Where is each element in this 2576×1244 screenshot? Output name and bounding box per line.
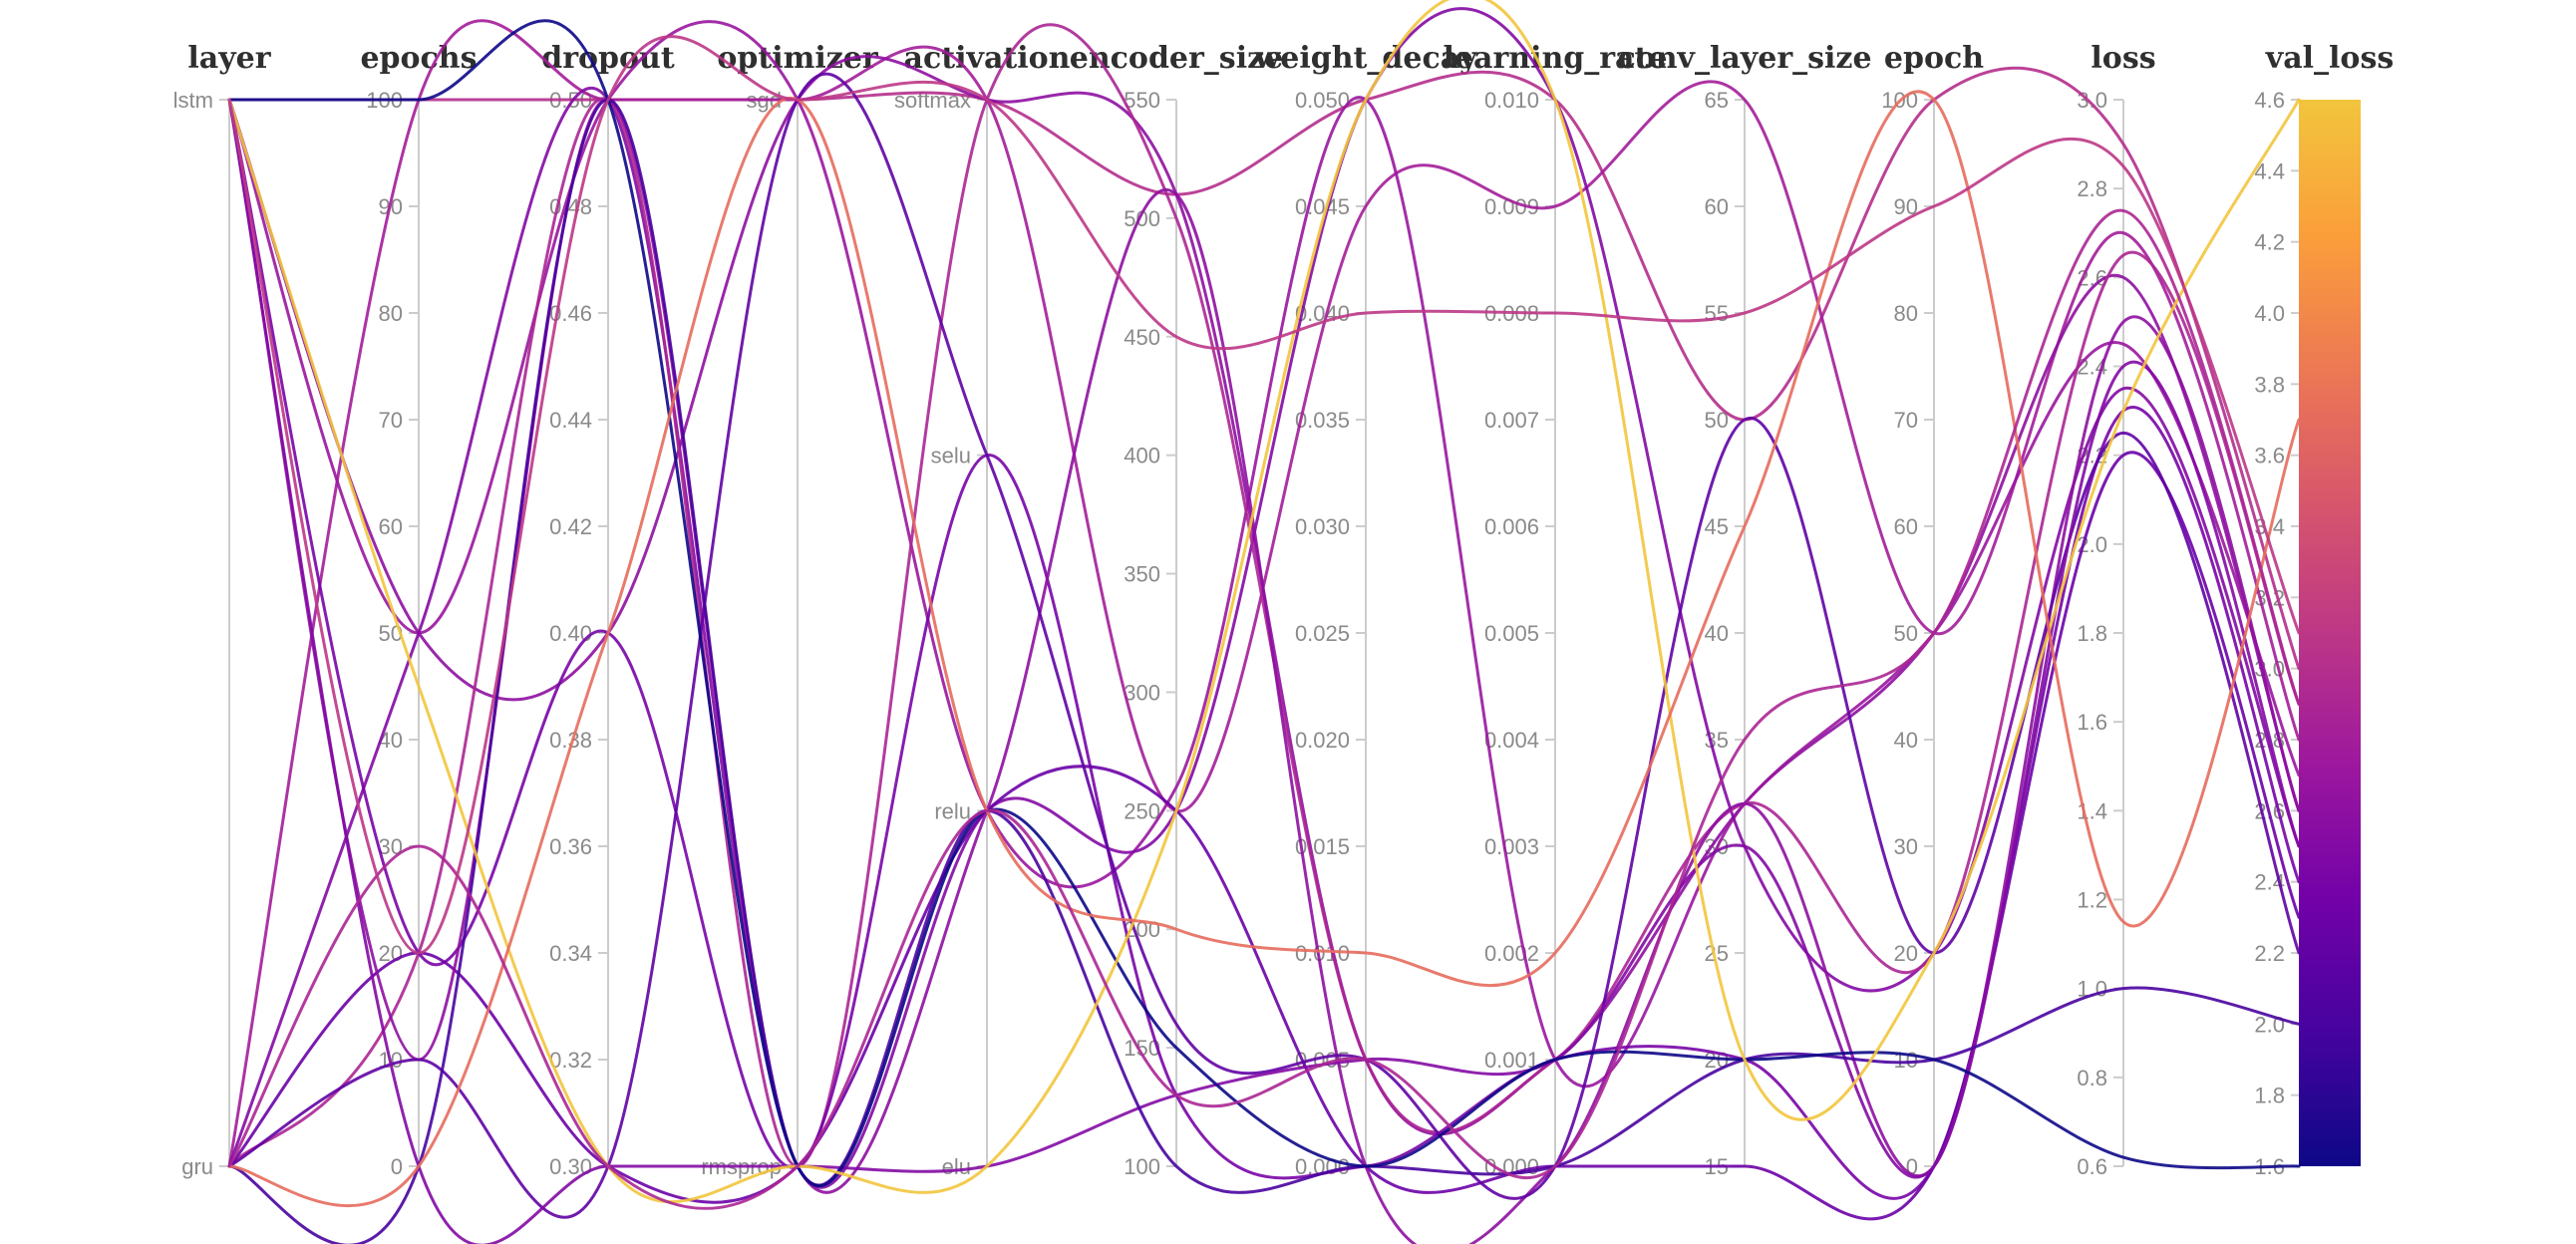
tick-label: 55 xyxy=(1705,301,1729,326)
axis-title-epoch[interactable]: epoch xyxy=(1884,41,1984,76)
tick-label: 0.30 xyxy=(549,1154,592,1179)
tick-label: elu xyxy=(942,1154,971,1179)
tick-label: 20 xyxy=(1894,941,1918,966)
tick-label: 2.8 xyxy=(2077,176,2107,201)
tick-label: 350 xyxy=(1124,562,1160,587)
axis-title-epochs[interactable]: epochs xyxy=(360,41,477,76)
tick-label: gru xyxy=(181,1154,213,1179)
tick-label: 1.6 xyxy=(2077,710,2107,735)
run-line[interactable] xyxy=(227,208,2301,1210)
axis-title-weight_decay[interactable]: weight_decay xyxy=(1253,41,1478,76)
tick-label: 0.007 xyxy=(1484,408,1539,433)
tick-label: 300 xyxy=(1124,680,1160,705)
tick-label: 100 xyxy=(1124,1154,1160,1179)
tick-label: 0.020 xyxy=(1295,728,1350,753)
tick-label: 0.40 xyxy=(549,621,592,646)
run-line[interactable] xyxy=(227,20,2301,1088)
tick-label: 0.005 xyxy=(1484,621,1539,646)
tick-label: 0.010 xyxy=(1295,941,1350,966)
tick-label: 65 xyxy=(1705,88,1729,113)
run-line[interactable] xyxy=(227,35,2301,955)
axis-encoder_size: encoder_size5505004504003503002502001501… xyxy=(1070,41,1283,1179)
tick-label: 0.6 xyxy=(2077,1154,2107,1179)
tick-label: 0.32 xyxy=(549,1048,592,1073)
axis-weight_decay: weight_decay0.0500.0450.0400.0350.0300.0… xyxy=(1253,41,1478,1179)
tick-label: 0.025 xyxy=(1295,621,1350,646)
axis-title-layer[interactable]: layer xyxy=(187,41,271,76)
run-line[interactable] xyxy=(227,19,2301,1168)
tick-label: 450 xyxy=(1124,325,1160,350)
tick-label: selu xyxy=(931,444,971,468)
axis-learning_rate: learning_rate0.0100.0090.0080.0070.0060.… xyxy=(1444,41,1668,1179)
tick-label: 0.010 xyxy=(1484,88,1539,113)
tick-label: 0.8 xyxy=(2077,1066,2107,1090)
tick-label: 60 xyxy=(379,514,403,539)
tick-label: 0.42 xyxy=(549,514,592,539)
tick-label: 0.002 xyxy=(1484,941,1539,966)
tick-label: 500 xyxy=(1124,206,1160,231)
axis-title-conv_layer_size[interactable]: conv_layer_size xyxy=(1617,41,1871,76)
runs-layer xyxy=(227,0,2301,1244)
run-line[interactable] xyxy=(227,19,2301,1188)
tick-label: 80 xyxy=(1894,301,1918,326)
tick-label: 70 xyxy=(379,408,403,433)
tick-label: 3.0 xyxy=(2077,88,2107,113)
tick-label: 80 xyxy=(379,301,403,326)
tick-label: 50 xyxy=(1894,621,1918,646)
tick-label: 45 xyxy=(1705,514,1729,539)
tick-label: 3.6 xyxy=(2254,444,2285,468)
run-line[interactable] xyxy=(227,23,2301,1168)
tick-label: 0.44 xyxy=(549,408,592,433)
colorbar-gradient xyxy=(2299,100,2361,1166)
axis-title-val-loss: val_loss xyxy=(2265,41,2394,76)
tick-label: 0.030 xyxy=(1295,514,1350,539)
tick-label: 0.006 xyxy=(1484,514,1539,539)
run-line[interactable] xyxy=(227,72,2301,1219)
axis-title-encoder_size[interactable]: encoder_size xyxy=(1070,41,1283,76)
run-line[interactable] xyxy=(227,451,2301,1221)
tick-label: 1.8 xyxy=(2254,1084,2285,1108)
tick-label: 0 xyxy=(391,1154,403,1179)
tick-label: 2.2 xyxy=(2254,941,2285,966)
tick-label: 0.004 xyxy=(1484,728,1539,753)
tick-label: 0.003 xyxy=(1484,834,1539,859)
tick-label: 70 xyxy=(1894,408,1918,433)
tick-label: 4.0 xyxy=(2254,301,2285,326)
tick-label: 0.34 xyxy=(549,941,592,966)
axis-loss: loss3.02.82.62.42.22.01.81.61.41.21.00.8… xyxy=(2077,41,2155,1179)
tick-label: 30 xyxy=(1894,834,1918,859)
tick-label: 250 xyxy=(1124,798,1160,823)
tick-label: 60 xyxy=(1705,194,1729,219)
axis-layer: layer lstm gru xyxy=(173,41,272,1179)
tick-label: 40 xyxy=(1894,728,1918,753)
tick-label: 1.8 xyxy=(2077,621,2107,646)
tick-label: 0.045 xyxy=(1295,194,1350,219)
axis-dropout: dropout0.500.480.460.440.420.400.380.360… xyxy=(541,41,675,1179)
axis-title-learning_rate[interactable]: learning_rate xyxy=(1444,41,1668,76)
tick-label: 1.2 xyxy=(2077,888,2107,913)
tick-label: 10 xyxy=(1894,1048,1918,1073)
tick-label: 3.8 xyxy=(2254,372,2285,397)
tick-label: 400 xyxy=(1124,444,1160,468)
tick-label: 60 xyxy=(1894,514,1918,539)
tick-label: 40 xyxy=(1705,621,1729,646)
tick-label: 0.36 xyxy=(549,834,592,859)
run-line[interactable] xyxy=(227,0,2301,1204)
tick-label: relu xyxy=(934,798,971,823)
axis-title-loss[interactable]: loss xyxy=(2091,41,2155,76)
run-line[interactable] xyxy=(227,90,2301,1208)
tick-label: lstm xyxy=(173,88,213,113)
tick-label: 4.2 xyxy=(2254,230,2285,255)
colorbar-val-loss: val_loss4.64.44.24.03.83.63.43.23.02.82.… xyxy=(2254,41,2394,1179)
tick-label: 4.6 xyxy=(2254,88,2285,113)
